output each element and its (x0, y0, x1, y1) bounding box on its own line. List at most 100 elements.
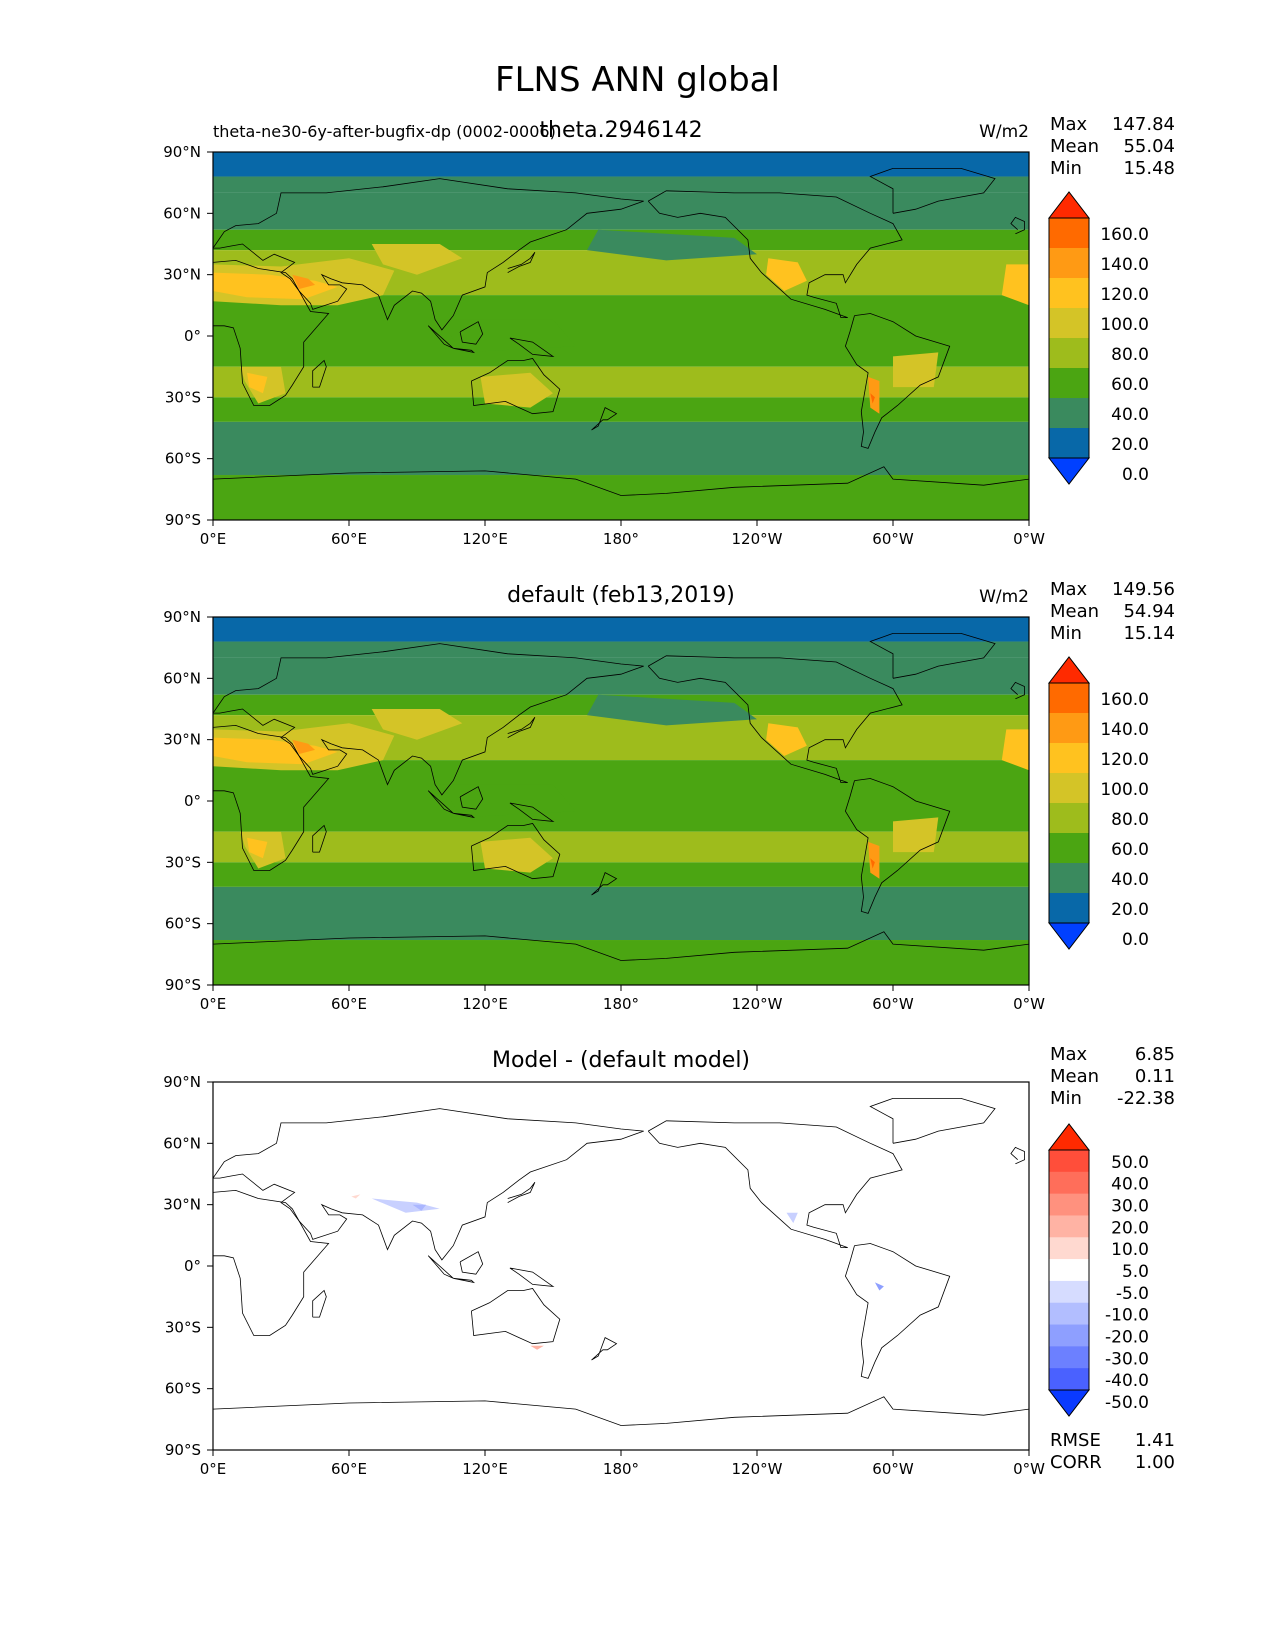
field-patch (893, 352, 939, 388)
x-tick-label: 120°W (732, 530, 783, 548)
colorbar-tick-label: -10.0 (1105, 1306, 1149, 1326)
coastline (844, 1243, 951, 1379)
colorbar-segment (1049, 1150, 1089, 1173)
map-difference: 0°E 60°E 120°E 180° 120°W 60°W 0°W 90°N 60°N 30°N… (163, 1073, 1045, 1478)
colorbar-tick-label: 40.0 (1111, 405, 1149, 425)
x-tick-label: 60°W (872, 530, 914, 548)
x-tick-label: 0°E (200, 1460, 227, 1478)
x-tick-label: 120°W (732, 995, 783, 1013)
colorbar-tick-label: -40.0 (1105, 1371, 1149, 1391)
colorbar-segment (1049, 278, 1089, 309)
field-patch (868, 841, 880, 879)
colorbar-tick-label: 20.0 (1111, 435, 1149, 455)
colorbar-tick-label: 100.0 (1100, 315, 1149, 335)
panel-title: theta.2946142 (539, 118, 703, 143)
field-patch (786, 1212, 798, 1224)
colorbar-tick-label: 50.0 (1111, 1153, 1149, 1173)
field-band (213, 940, 1029, 985)
y-tick-label: 30°S (165, 388, 201, 406)
y-tick-label: 0° (184, 1257, 201, 1275)
colorbar-segment (1049, 248, 1089, 279)
colorbar-test: 160.0 140.0 120.0 100.0 80.0 60.0 40.0 20.0 0.0 (1047, 191, 1149, 485)
units-label: W/m2 (979, 587, 1029, 607)
y-tick-label: 30°S (165, 1318, 201, 1336)
coastline (212, 466, 1030, 496)
panel-title: Model - (default model) (491, 1048, 751, 1073)
coastline (591, 1337, 618, 1361)
y-tick-label: 90°S (165, 511, 201, 529)
colorbar-tick-label: 60.0 (1111, 840, 1149, 860)
x-tick-label: 120°W (732, 1460, 783, 1478)
rmse-label: RMSE (1050, 1430, 1101, 1451)
field-patch (1001, 264, 1029, 306)
y-tick-label: 60°N (163, 204, 201, 222)
coastline (869, 1097, 996, 1144)
field-patch (870, 393, 875, 404)
colorbar-tick-label: 40.0 (1111, 870, 1149, 890)
field-patch (868, 376, 880, 414)
coastline (459, 321, 484, 345)
coastline (1010, 1146, 1025, 1165)
field-band (213, 295, 1029, 367)
coastline (212, 259, 330, 406)
colorbar-segment (1049, 1215, 1089, 1238)
colorbar-tick-label: 5.0 (1122, 1262, 1149, 1282)
coastline (459, 1251, 484, 1275)
field-band (213, 152, 1029, 163)
colorbar-tick-label: 20.0 (1111, 900, 1149, 920)
coastline (591, 872, 618, 896)
field-band (213, 421, 1029, 476)
stat-min: 15.14 (1123, 623, 1175, 644)
x-tick-label: 120°E (462, 995, 508, 1013)
field-band (213, 192, 1029, 230)
field-background (213, 1082, 1029, 1450)
colorbar-tick-label: 100.0 (1100, 780, 1149, 800)
colorbar-extend-bottom (1047, 1389, 1091, 1417)
coastline (453, 812, 476, 819)
field-band (213, 397, 1029, 422)
stats-values: 6.85 0.11 -22.38 (1110, 1044, 1175, 1110)
stat-mean: 55.04 (1123, 136, 1175, 157)
field-band (213, 862, 1029, 887)
field-band (213, 760, 1029, 832)
colorbar-tick-label: 20.0 (1111, 1218, 1149, 1238)
coastline (844, 778, 951, 914)
coastline (591, 407, 618, 431)
coastline (212, 643, 644, 796)
colorbar-segment (1049, 683, 1089, 714)
colorbar-extend-bottom (1047, 457, 1091, 485)
map-layers (212, 1082, 1030, 1450)
coastline (507, 251, 536, 273)
x-tick-label: 180° (603, 1460, 639, 1478)
colorbar-segment (1049, 863, 1089, 894)
stats-labels: Max Mean Min (1050, 1044, 1100, 1109)
colorbar-segment (1049, 1346, 1089, 1369)
x-tick-label: 60°E (331, 1460, 367, 1478)
field-patch (371, 244, 463, 275)
panel-left-label: theta-ne30-6y-after-bugfix-dp (0002-0006… (213, 122, 556, 141)
x-tick-label: 0°E (200, 995, 227, 1013)
stat-mean: 54.94 (1123, 601, 1175, 622)
corr-value: 1.00 (1134, 1452, 1175, 1473)
y-tick-label: 90°N (163, 143, 201, 161)
stat-min: 15.48 (1123, 158, 1175, 179)
field-patch (587, 229, 757, 261)
colorbar-frame (1048, 1149, 1090, 1391)
field-patch (893, 817, 939, 853)
x-tick-label: 60°E (331, 995, 367, 1013)
colorbar-segment (1049, 1259, 1089, 1282)
coastline (509, 337, 555, 357)
coastline (509, 802, 555, 822)
coastline (427, 1255, 454, 1279)
x-tick-label: 0°E (200, 530, 227, 548)
colorbar-reference: 160.0 140.0 120.0 100.0 80.0 60.0 40.0 20.0 0.0 (1047, 656, 1149, 950)
field-patch (371, 709, 463, 740)
y-tick-label: 60°N (163, 1134, 201, 1152)
y-tick-label: 90°N (163, 608, 201, 626)
field-band (213, 475, 1029, 520)
colorbar-tick-label: 80.0 (1111, 345, 1149, 365)
field-patch (412, 1204, 427, 1211)
stats-labels: Max Mean Min (1050, 579, 1100, 644)
colorbar-segment (1049, 338, 1089, 369)
colorbar-tick-label: 30.0 (1111, 1197, 1149, 1217)
